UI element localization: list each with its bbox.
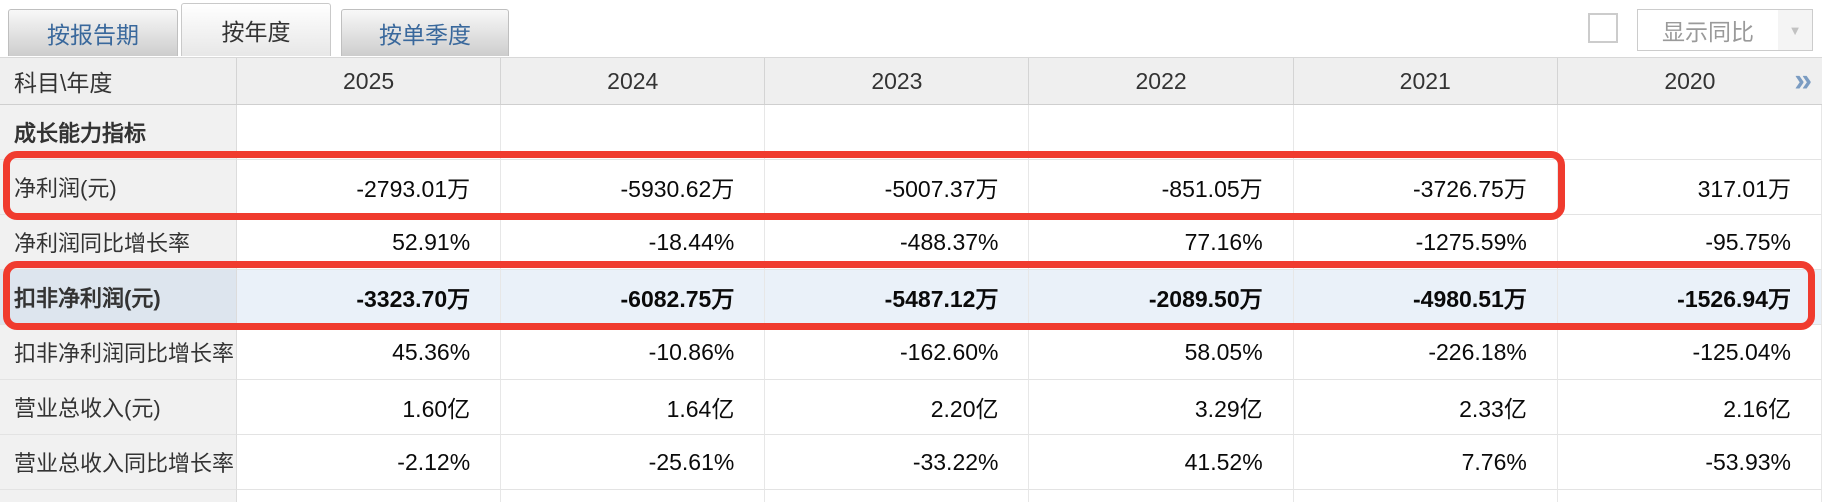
cell-value: 2.16亿 xyxy=(1557,380,1822,435)
cell-value: -18.44% xyxy=(501,215,766,270)
row-label xyxy=(0,490,237,502)
year-header-label: 2020 xyxy=(1664,67,1716,94)
cell-value: -2793.01万 xyxy=(237,160,502,215)
tab-by-report-period[interactable]: 按报告期 xyxy=(8,9,178,56)
cell-value: 3.29亿 xyxy=(1029,380,1294,435)
row-label: 成长能力指标 xyxy=(0,105,237,160)
table-row-growth-section: 成长能力指标 xyxy=(0,105,1822,160)
cell-value: -2.12% xyxy=(237,435,502,490)
period-tab-bar: 按报告期 按年度 按单季度 显示同比 ▼ xyxy=(0,0,1822,57)
cell-value xyxy=(1029,105,1294,160)
row-label: 营业总收入同比增长率 xyxy=(0,435,237,490)
cell-value: -3726.75万 xyxy=(1293,160,1558,215)
financial-table: 科目\年度 2025 2024 2023 2022 2021 2020 » 成长… xyxy=(0,57,1822,502)
cell-value: -851.05万 xyxy=(1029,160,1294,215)
cell-value xyxy=(1557,490,1822,502)
cell-value: -226.18% xyxy=(1293,325,1558,380)
cell-value: -95.75% xyxy=(1557,215,1822,270)
cell-value: -488.37% xyxy=(765,215,1030,270)
cell-value xyxy=(1557,105,1822,160)
year-header-2022: 2022 xyxy=(1029,58,1294,104)
cell-value xyxy=(237,490,502,502)
year-header-2020: 2020 » xyxy=(1558,58,1822,104)
table-row-total-revenue: 营业总收入(元) 1.60亿 1.64亿 2.20亿 3.29亿 2.33亿 2… xyxy=(0,380,1822,435)
cell-value xyxy=(501,105,766,160)
year-header-2025: 2025 xyxy=(237,58,502,104)
table-row-net-profit-yoy: 净利润同比增长率 52.91% -18.44% -488.37% 77.16% … xyxy=(0,215,1822,270)
cell-value: -10.86% xyxy=(501,325,766,380)
cell-value: 2.20亿 xyxy=(765,380,1030,435)
cell-value xyxy=(765,105,1030,160)
cell-value: -5487.12万 xyxy=(765,270,1030,325)
cell-value: -6082.75万 xyxy=(501,270,766,325)
show-yoy-dropdown[interactable]: 显示同比 ▼ xyxy=(1637,9,1813,51)
cell-value: -3323.70万 xyxy=(237,270,502,325)
cell-value: 7.76% xyxy=(1293,435,1558,490)
row-label: 净利润同比增长率 xyxy=(0,215,237,270)
chevron-down-icon: ▼ xyxy=(1778,10,1812,50)
cell-value xyxy=(1029,490,1294,502)
cell-value: -4980.51万 xyxy=(1293,270,1558,325)
cell-value: -25.61% xyxy=(501,435,766,490)
cell-value xyxy=(1293,105,1558,160)
row-label: 扣非净利润同比增长率 xyxy=(0,325,237,380)
year-header-2023: 2023 xyxy=(765,58,1030,104)
cell-value: -53.93% xyxy=(1557,435,1822,490)
show-yoy-checkbox[interactable] xyxy=(1588,13,1618,43)
cell-value: 1.60亿 xyxy=(237,380,502,435)
cell-value: 1.64亿 xyxy=(501,380,766,435)
cell-value: -125.04% xyxy=(1557,325,1822,380)
cell-value: 41.52% xyxy=(1029,435,1294,490)
tab-by-year[interactable]: 按年度 xyxy=(181,3,331,56)
cell-value: -5930.62万 xyxy=(501,160,766,215)
cell-value xyxy=(501,490,766,502)
tab-label: 按单季度 xyxy=(379,22,471,48)
table-row-deducted-net-profit-yoy: 扣非净利润同比增长率 45.36% -10.86% -162.60% 58.05… xyxy=(0,325,1822,380)
table-row-net-profit: 净利润(元) -2793.01万 -5930.62万 -5007.37万 -85… xyxy=(0,160,1822,215)
cell-value: -5007.37万 xyxy=(765,160,1030,215)
cell-value: 58.05% xyxy=(1029,325,1294,380)
table-row-partial xyxy=(0,490,1822,502)
row-label: 扣非净利润(元) xyxy=(0,270,237,325)
cell-value xyxy=(1293,490,1558,502)
cell-value: 52.91% xyxy=(237,215,502,270)
year-header-2024: 2024 xyxy=(501,58,766,104)
cell-value: -162.60% xyxy=(765,325,1030,380)
tab-label: 按报告期 xyxy=(47,22,139,48)
table-row-total-revenue-yoy: 营业总收入同比增长率 -2.12% -25.61% -33.22% 41.52%… xyxy=(0,435,1822,490)
tab-label: 按年度 xyxy=(221,19,291,45)
row-label: 营业总收入(元) xyxy=(0,380,237,435)
cell-value xyxy=(237,105,502,160)
cell-value xyxy=(765,490,1030,502)
cell-value: 317.01万 xyxy=(1557,160,1822,215)
cell-value: -2089.50万 xyxy=(1029,270,1294,325)
cell-value: 2.33亿 xyxy=(1293,380,1558,435)
cell-value: 77.16% xyxy=(1029,215,1294,270)
row-label: 净利润(元) xyxy=(0,160,237,215)
corner-header-cell: 科目\年度 xyxy=(0,58,237,104)
table-row-deducted-net-profit: 扣非净利润(元) -3323.70万 -6082.75万 -5487.12万 -… xyxy=(0,270,1822,325)
tab-by-single-quarter[interactable]: 按单季度 xyxy=(341,9,509,56)
more-years-icon[interactable]: » xyxy=(1794,61,1812,98)
cell-value: -1526.94万 xyxy=(1557,270,1822,325)
cell-value: 45.36% xyxy=(237,325,502,380)
cell-value: -1275.59% xyxy=(1293,215,1558,270)
show-yoy-label: 显示同比 xyxy=(1662,19,1754,45)
table-header-row: 科目\年度 2025 2024 2023 2022 2021 2020 » xyxy=(0,57,1822,105)
cell-value: -33.22% xyxy=(765,435,1030,490)
year-header-2021: 2021 xyxy=(1294,58,1558,104)
